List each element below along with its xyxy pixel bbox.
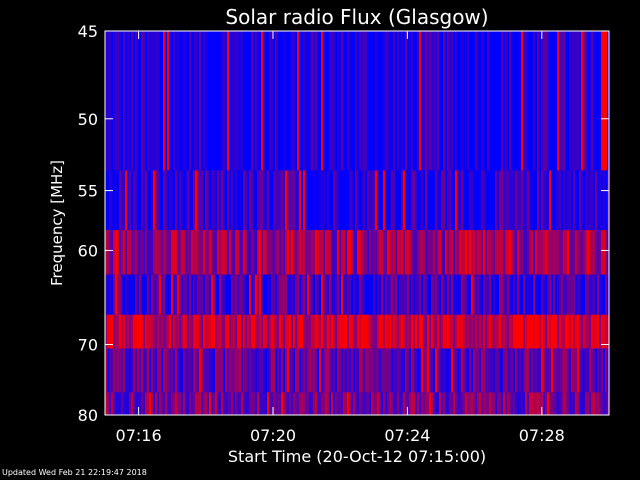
frequency-band	[105, 170, 609, 231]
frequency-band	[105, 274, 609, 315]
y-tick-label: 50	[78, 110, 98, 129]
y-tick-label: 60	[78, 241, 98, 260]
frequency-band	[105, 314, 609, 349]
footer-updated: Updated Wed Feb 21 22:19:47 2018	[2, 468, 147, 477]
y-axis: 45 50 55 60 70 80	[78, 22, 609, 425]
spectrogram-heatmap	[105, 31, 609, 415]
y-tick-label: 55	[78, 182, 98, 201]
x-axis: 07:16 07:20 07:24 07:28	[116, 31, 565, 445]
plot-frame	[104, 30, 610, 416]
chart-title: Solar radio Flux (Glasgow)	[225, 5, 488, 29]
frequency-band	[105, 348, 609, 393]
y-axis-label: Frequency [MHz]	[48, 160, 66, 286]
x-tick-label: 07:24	[384, 426, 430, 445]
frequency-band	[105, 230, 609, 275]
frequency-band	[105, 31, 609, 171]
y-tick-label: 70	[78, 335, 98, 354]
x-tick-label: 07:20	[250, 426, 296, 445]
x-tick-label: 07:16	[116, 426, 162, 445]
frequency-band	[105, 392, 609, 415]
y-tick-label: 45	[78, 22, 98, 41]
x-tick-label: 07:28	[519, 426, 565, 445]
y-tick-label: 80	[78, 406, 98, 425]
x-axis-label: Start Time (20-Oct-12 07:15:00)	[228, 447, 486, 466]
